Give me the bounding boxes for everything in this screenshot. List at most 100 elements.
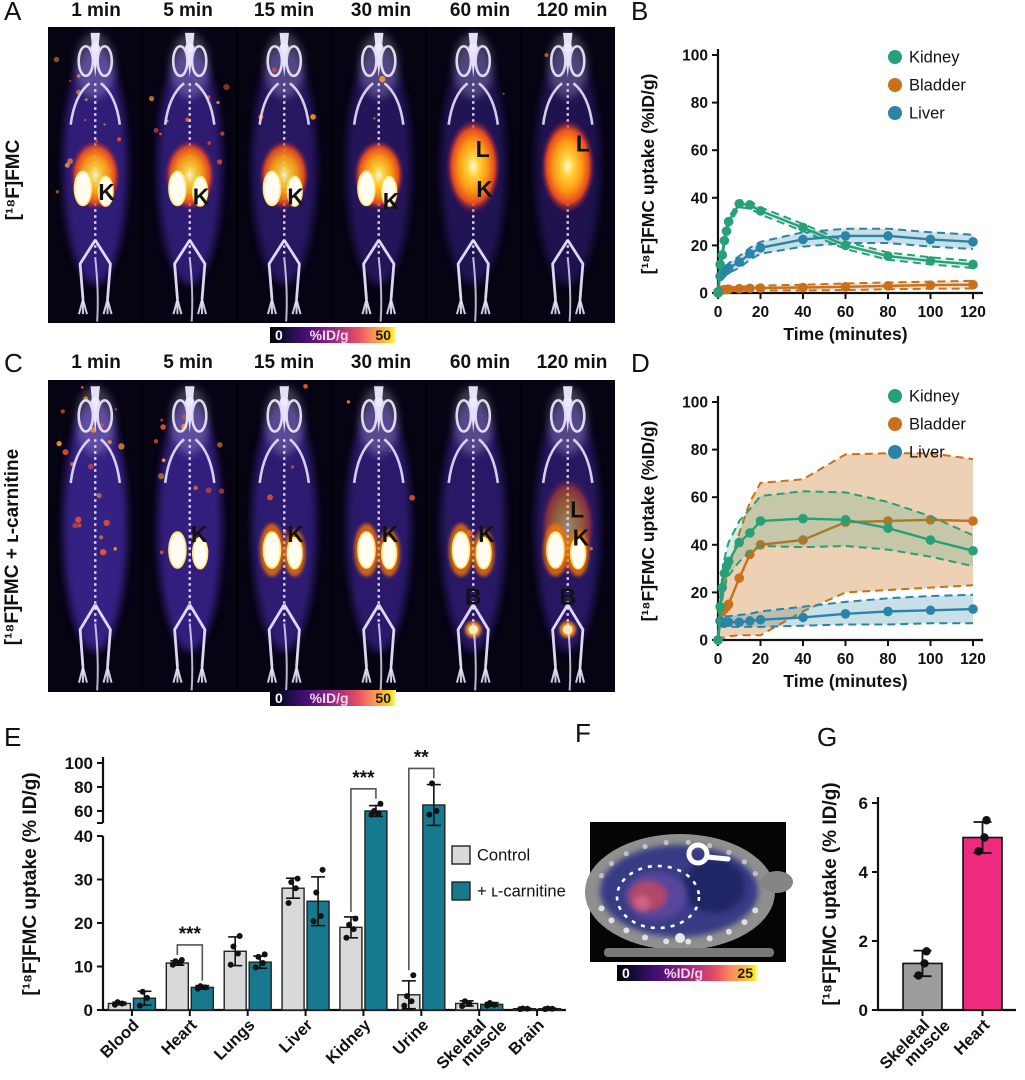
timepoint-label-c-2: 5 min <box>163 352 213 373</box>
y-axis-title-D: [¹⁸F]FMC uptake (%ID/g) <box>638 421 658 622</box>
category-label-kidney: Kidney <box>323 1016 375 1068</box>
organ-label-k: K <box>382 521 399 547</box>
colorbar-c-min: 0 <box>275 690 283 706</box>
svg-text:40: 40 <box>74 827 93 846</box>
bar-carnitine-heart <box>190 986 215 1011</box>
organ-label-b: B <box>559 584 576 610</box>
svg-text:100: 100 <box>918 304 944 321</box>
timepoint-label-a-5: 60 min <box>449 0 511 21</box>
svg-text:60: 60 <box>691 490 708 507</box>
svg-text:100: 100 <box>918 651 944 668</box>
svg-text:120: 120 <box>960 651 986 668</box>
bar-carnitine-kidney <box>364 810 388 1011</box>
y-axis-title-B: [¹⁸F]FMC uptake (%ID/g) <box>638 74 658 275</box>
panel-letter-b: B <box>631 0 649 26</box>
svg-text:120: 120 <box>960 304 986 321</box>
colorbar-a-max: 50 <box>375 327 391 343</box>
timepoint-label-a-3: 15 min <box>253 0 315 21</box>
organ-label-k: K <box>478 521 495 547</box>
svg-text:+ ʟ-carnitine: + ʟ-carnitine <box>477 883 566 901</box>
legend-B: Kidney Bladder Liver <box>888 49 966 123</box>
organ-label-l: L <box>476 136 490 162</box>
organ-label-l: L <box>576 130 590 156</box>
svg-text:30: 30 <box>74 871 93 890</box>
colorbar-c: 0 %ID/g 50 <box>270 690 396 706</box>
svg-text:60: 60 <box>837 651 854 668</box>
svg-text:40: 40 <box>794 651 811 668</box>
panel-letter-e: E <box>4 722 22 752</box>
svg-text:20: 20 <box>691 585 708 602</box>
colorbar-a-label: %ID/g <box>309 327 349 343</box>
panel-letter-d: D <box>631 348 650 378</box>
category-label-lungs: Lungs <box>211 1016 259 1064</box>
organ-label-k: K <box>287 521 304 547</box>
svg-text:60: 60 <box>691 143 708 160</box>
heart-roi-outline <box>615 864 701 930</box>
svg-text:40: 40 <box>691 190 708 207</box>
organ-label-k: K <box>476 176 493 202</box>
svg-text:Control: Control <box>477 847 530 865</box>
timepoint-label-c-5: 60 min <box>449 352 511 373</box>
bar-control-liver <box>281 887 305 1011</box>
tracer-side-label-c: [¹⁸F]FMC + ʟ-carnitine <box>2 448 23 646</box>
timepoint-label-a-1: 1 min <box>71 0 121 21</box>
bar-carnitine-urine <box>422 804 446 1011</box>
bar-control-heart <box>165 962 190 1011</box>
colorbar-f: 0 %ID/g 25 <box>617 965 758 981</box>
colorbar-a: 0 %ID/g 50 <box>270 327 396 343</box>
uptake-timecourse-chart-d: 0 20 40 60 80 100 0 20 40 60 80 100 120 Time (minutes… <box>638 388 986 692</box>
colorbar-f-min: 0 <box>622 965 630 981</box>
colorbar-f-max: 25 <box>737 965 753 981</box>
significance-kidney: *** <box>352 768 375 789</box>
svg-text:0: 0 <box>859 1001 868 1020</box>
panel-letter-g: G <box>817 722 838 752</box>
bar-heart <box>962 836 1003 1011</box>
svg-text:Bladder: Bladder <box>909 77 966 95</box>
svg-text:0: 0 <box>84 1001 93 1020</box>
bar-carnitine-lungs <box>248 961 272 1011</box>
colorbar-f-label: %ID/g <box>664 965 704 981</box>
organ-label-k: K <box>191 521 208 547</box>
svg-text:80: 80 <box>879 304 896 321</box>
category-label-brain: Brain <box>505 1016 548 1059</box>
colorbar-c-label: %ID/g <box>309 690 349 706</box>
svg-text:10: 10 <box>74 958 93 977</box>
svg-text:80: 80 <box>74 778 93 797</box>
organ-label-k: K <box>287 184 304 210</box>
svg-text:100: 100 <box>682 395 708 412</box>
uptake-timecourse-chart-b: 0 20 40 60 80 100 0 20 40 60 80 100 120 Time (minutes… <box>638 48 986 345</box>
timepoint-label-a-4: 30 min <box>350 0 412 21</box>
category-label-urine: Urine <box>390 1016 433 1059</box>
svg-text:80: 80 <box>879 651 896 668</box>
legend-e: Control + ʟ-carnitine <box>451 845 566 901</box>
category-label-liver: Liver <box>276 1016 317 1057</box>
svg-text:0: 0 <box>714 651 723 668</box>
svg-text:0: 0 <box>714 304 723 321</box>
svg-text:40: 40 <box>794 304 811 321</box>
svg-text:20: 20 <box>691 238 708 255</box>
svg-text:4: 4 <box>859 863 869 882</box>
svg-text:0: 0 <box>699 286 708 303</box>
category-label-blood: Blood <box>97 1016 143 1062</box>
timepoint-label-c-3: 15 min <box>253 352 315 373</box>
y-axis-title-e: [¹⁸F]FMC uptake (% ID/g) <box>20 772 41 995</box>
x-axis-title-B: Time (minutes) <box>783 324 907 344</box>
organ-label-k: K <box>98 179 115 205</box>
svg-text:40: 40 <box>691 537 708 554</box>
bar-control-kidney <box>339 926 363 1011</box>
organ-label-k: K <box>193 184 210 210</box>
timepoint-label-c-6: 120 min <box>536 352 608 373</box>
svg-text:Kidney: Kidney <box>909 49 960 67</box>
svg-text:6: 6 <box>859 794 868 813</box>
svg-text:Liver: Liver <box>909 444 945 462</box>
timepoint-label-c-1: 1 min <box>71 352 121 373</box>
x-axis-title-D: Time (minutes) <box>783 671 907 691</box>
svg-text:Bladder: Bladder <box>909 416 966 434</box>
svg-text:100: 100 <box>682 48 708 65</box>
colorbar-a-min: 0 <box>275 327 283 343</box>
timepoint-label-c-4: 30 min <box>350 352 412 373</box>
axes-D: 0 20 40 60 80 100 0 20 40 60 80 100 120 <box>682 395 986 669</box>
svg-text:60: 60 <box>74 802 93 821</box>
timepoint-label-a-6: 120 min <box>536 0 608 21</box>
svg-text:Liver: Liver <box>909 105 945 123</box>
